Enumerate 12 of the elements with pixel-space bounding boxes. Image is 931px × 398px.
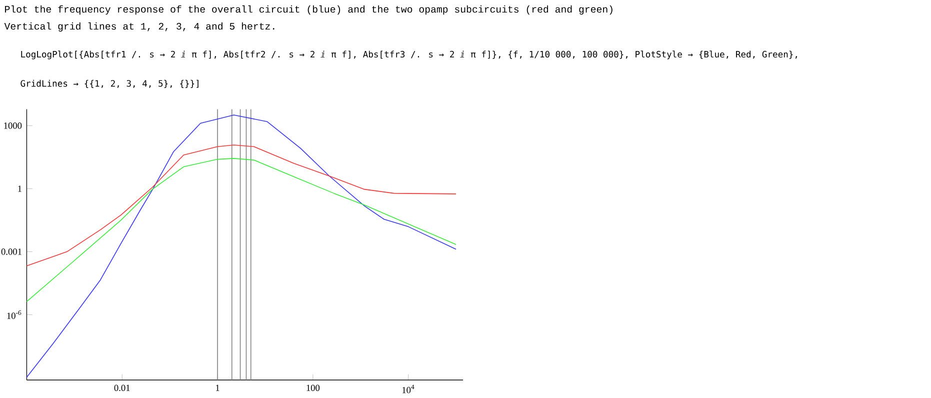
x-tick-label: 1 [216, 384, 220, 391]
y-tick-label: 10$^{-6}$ [7, 310, 22, 319]
text: GridLines → {{1, 2, 3, 4, 5}, {}}] [20, 80, 198, 88]
chart-subtitle: Vertical grid lines at 1, 2, 3, 4 and 5 hertz. [4, 22, 274, 32]
text: LogLogPlot[{Abs[tfr1 /. s → 2 ⅈ π f], Abs[tfr2 /. s → 2 ⅈ π f], Abs[tfr3 /. s → 2 ⅈ π f]}, {f, 1/10 000, 100 000}, PlotStyle → {Blue, Red, Green}, [21, 50, 797, 60]
x-tick-label: 100 [306, 384, 320, 391]
y-tick-label: 1000 [4, 122, 22, 129]
y-tick-label: 1 [18, 186, 22, 192]
y-tick-label: 0.001 [1, 248, 22, 255]
x-tick-label: 10$^{4}$ [402, 384, 414, 394]
x-tick-label: 0.01 [114, 384, 130, 392]
chart-title: Plot the frequency response of the overall circuit (blue) and the two opamp subcircuits (red and green) [5, 5, 612, 15]
